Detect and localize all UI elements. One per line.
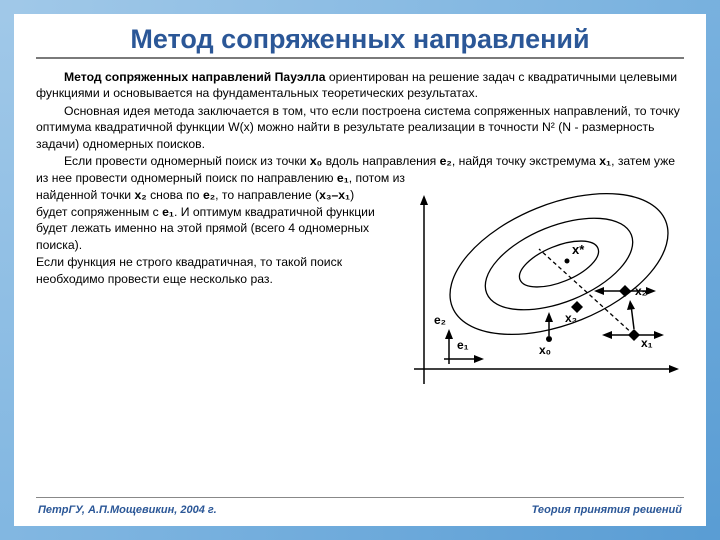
svg-text:e₂: e₂: [434, 313, 446, 327]
text-figure-wrap: x* e₂ e₁ x₀ x₁: [36, 187, 684, 394]
diagram-svg: x* e₂ e₁ x₀ x₁: [389, 189, 684, 394]
svg-text:x₀: x₀: [539, 343, 551, 357]
svg-text:x₃: x₃: [565, 311, 577, 325]
footer-right: Теория принятия решений: [532, 504, 682, 516]
method-name: Метод сопряженных направлений Пауэлла: [64, 70, 326, 84]
svg-text:x₁: x₁: [641, 336, 653, 350]
footer-left: ПетрГУ, А.П.Мощевикин, 2004 г.: [38, 504, 217, 516]
diagram: x* e₂ e₁ x₀ x₁: [389, 189, 684, 394]
slide-title: Метод сопряженных направлений: [36, 24, 684, 55]
svg-text:x*: x*: [572, 242, 585, 257]
body-text: Метод сопряженных направлений Пауэлла ор…: [36, 69, 684, 394]
slide: Метод сопряженных направлений Метод сопр…: [0, 0, 720, 540]
paragraph-3: Если провести одномерный поиск из точки …: [36, 153, 684, 186]
footer-line: [36, 497, 684, 498]
svg-text:e₁: e₁: [457, 338, 469, 352]
title-underline: [36, 57, 684, 59]
paragraph-2: Основная идея метода заключается в том, …: [36, 103, 684, 152]
paragraph-1: Метод сопряженных направлений Пауэлла ор…: [36, 69, 684, 102]
